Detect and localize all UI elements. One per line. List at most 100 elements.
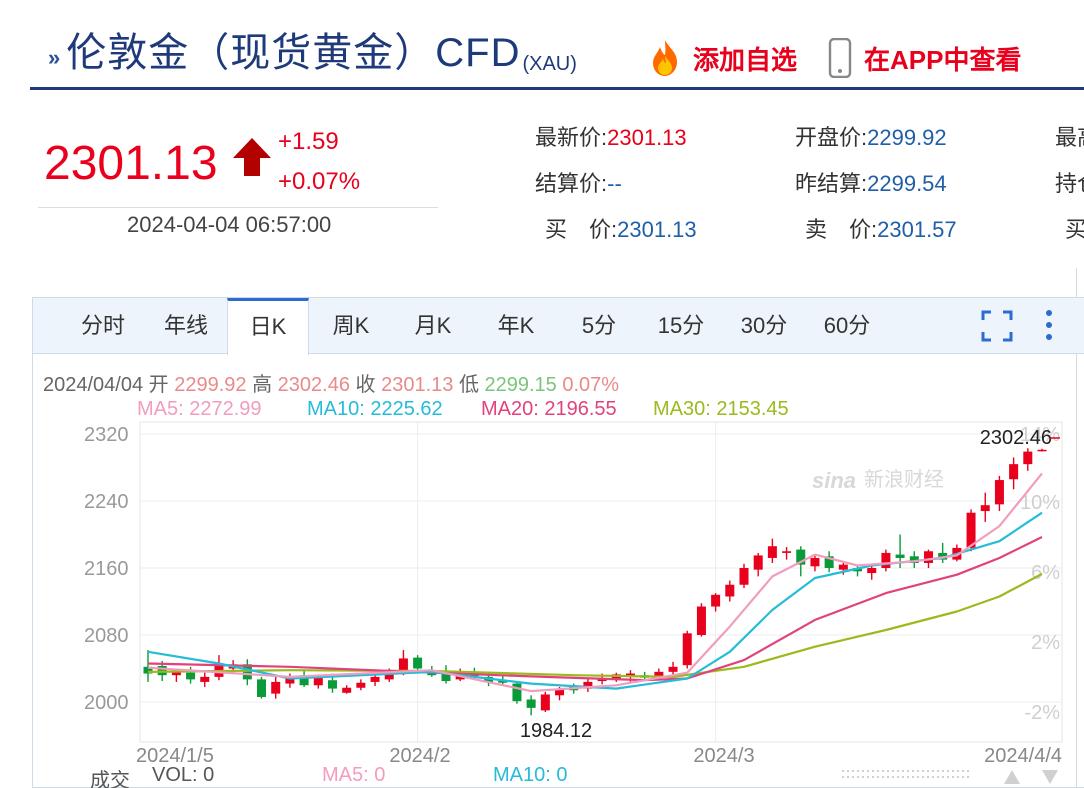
x-tick-label: 2024/4/4: [984, 745, 1062, 767]
view-in-app-label: 在APP中查看: [864, 44, 1022, 75]
percent-axis-ticks: 14% 10% 6% 2% -2%: [1020, 424, 1060, 724]
latest-price-value: 2301.13: [607, 125, 687, 150]
ma5-legend: MA5: 2272.99: [137, 398, 262, 420]
tab-timeshare[interactable]: 分时: [80, 313, 125, 338]
percent-tick-label: 10%: [1020, 492, 1060, 514]
ask-price-value: 2301.57: [877, 217, 957, 242]
ma10-legend: MA10: 2225.62: [307, 398, 443, 420]
scroll-dot: [967, 776, 969, 778]
scroll-dot: [867, 776, 869, 778]
scroll-dot: [862, 770, 864, 772]
candle-body: [881, 552, 891, 568]
candle-body: [753, 555, 763, 570]
ma5-line: [147, 472, 1043, 693]
tab-5min[interactable]: 5分: [581, 313, 617, 338]
scroll-dot: [927, 776, 929, 778]
candle-body: [370, 676, 380, 682]
latest-price-label: 最新价:: [535, 125, 608, 150]
ohlc-low: 2299.15: [484, 374, 557, 396]
scroll-dot: [907, 776, 909, 778]
scroll-dot: [927, 770, 929, 772]
chart-grid: [139, 421, 1063, 743]
scroll-dot: [882, 776, 884, 778]
candle-body: [966, 512, 976, 548]
candle-body: [838, 564, 848, 570]
candle-body: [512, 683, 522, 702]
scroll-dot: [952, 770, 954, 772]
tab-30min[interactable]: 30分: [740, 313, 788, 338]
page-title-code: (XAU): [522, 53, 577, 75]
scroll-dot: [942, 770, 944, 772]
candle-body: [1023, 451, 1033, 465]
tab-15min[interactable]: 15分: [657, 313, 705, 338]
scroll-dot: [867, 770, 869, 772]
view-in-app-button[interactable]: 在APP中查看: [828, 38, 1021, 78]
tab-monthly-k[interactable]: 月K: [414, 313, 452, 338]
tab-daily-k[interactable]: 日K: [227, 298, 309, 355]
scroll-dot: [947, 770, 949, 772]
scroll-dot: [847, 770, 849, 772]
scroll-dot: [937, 770, 939, 772]
scroll-dot: [882, 770, 884, 772]
scroll-dot: [857, 776, 859, 778]
ma10-line: [147, 511, 1043, 690]
percent-tick-label: 2%: [1031, 632, 1060, 654]
fire-icon: [653, 40, 677, 76]
tab-yearly-k[interactable]: 年K: [497, 313, 535, 338]
percent-tick-label: -2%: [1024, 702, 1060, 724]
scroll-dot: [922, 770, 924, 772]
y-tick-label: 2000: [84, 692, 129, 714]
ohlc-close: 2301.13: [381, 374, 454, 396]
ma20-line: [147, 536, 1043, 682]
candle-body: [398, 658, 408, 673]
fullscreen-icon[interactable]: [981, 310, 1013, 342]
more-vertical-icon[interactable]: [1041, 308, 1057, 342]
title-block: » 伦敦金（现货黄金）CFD (XAU): [48, 28, 577, 78]
ma30-legend: MA30: 2153.45: [653, 398, 789, 420]
bid-price-label: 买 价:: [545, 217, 618, 242]
candle-body: [143, 666, 153, 674]
ohlc-low-label: 低: [458, 374, 479, 396]
ohlc-high-label: 高: [252, 374, 273, 396]
candle-body: [895, 554, 905, 558]
candle-body: [186, 672, 196, 680]
candle-body: [994, 480, 1004, 505]
prev-settle-field: 昨结算:2299.54: [795, 166, 947, 198]
scroll-dot: [962, 776, 964, 778]
current-price: 2301.13: [44, 137, 218, 190]
scroll-dot: [887, 770, 889, 772]
scroll-dot: [877, 776, 879, 778]
ohlc-open-label: 开: [148, 374, 169, 396]
ohlc-close-label: 收: [355, 374, 376, 396]
tab-weekly-k[interactable]: 周K: [332, 313, 370, 338]
add-favorite-button[interactable]: 添加自选: [645, 38, 797, 78]
max-price-label: 2302.46: [980, 427, 1052, 449]
prev-settle-value: 2299.54: [867, 171, 947, 196]
candle-body: [555, 688, 565, 696]
quote-timestamp: 2024-04-04 06:57:00: [127, 212, 332, 237]
candle-body: [980, 505, 990, 512]
tab-60min[interactable]: 60分: [823, 313, 871, 338]
candle-body: [1009, 464, 1019, 480]
candle-body: [867, 568, 877, 574]
open-price-label: 开盘价:: [795, 125, 868, 150]
scroll-dot: [887, 776, 889, 778]
moving-average-lines: [147, 472, 1043, 693]
candle-body: [796, 549, 806, 565]
candle-body: [923, 551, 933, 563]
scroll-dot: [912, 770, 914, 772]
double-chevron-icon: »: [48, 45, 61, 70]
candle-body: [413, 657, 423, 669]
scroll-dot: [857, 770, 859, 772]
tab-year-line[interactable]: 年线: [163, 313, 208, 338]
ohlc-high: 2302.46: [277, 374, 350, 396]
candle-body: [200, 676, 210, 682]
scroll-dot: [902, 770, 904, 772]
scroll-dot: [957, 776, 959, 778]
open-price-value: 2299.92: [867, 125, 947, 150]
candle-body: [441, 673, 451, 682]
candle-body: [682, 633, 692, 666]
candle-body: [242, 664, 252, 680]
scroll-dot: [942, 776, 944, 778]
watermark-logo: sina: [812, 468, 856, 493]
